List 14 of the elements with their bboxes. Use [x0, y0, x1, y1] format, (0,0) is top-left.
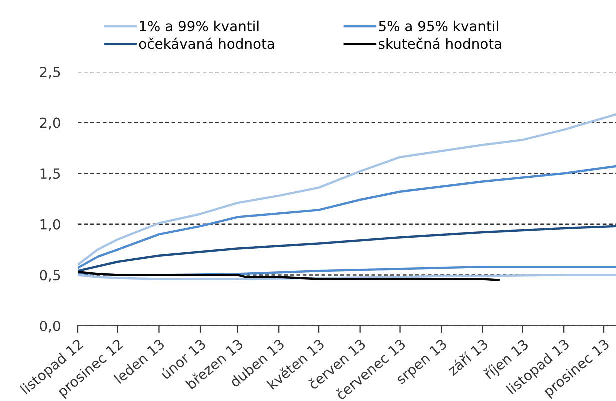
- y-tick-label: 1,5: [40, 168, 60, 180]
- line-series: [78, 225, 616, 272]
- y-tick-label: 0,0: [40, 320, 60, 333]
- line-series: [78, 165, 616, 270]
- line-series: [78, 114, 616, 266]
- y-tick-label: 2,0: [40, 118, 60, 130]
- legend-label: skutečná hodnota: [378, 38, 502, 50]
- legend-label: 1% a 99% kvantil: [140, 20, 259, 32]
- y-tick-label: 1,0: [40, 219, 60, 232]
- line-series: [78, 271, 500, 282]
- legend-label: 5% a 95% kvantil: [379, 20, 498, 32]
- y-tick-label: 2,5: [40, 66, 60, 79]
- y-tick-label: 0,5: [40, 270, 60, 282]
- legend-label: očekávaná hodnota: [139, 38, 274, 50]
